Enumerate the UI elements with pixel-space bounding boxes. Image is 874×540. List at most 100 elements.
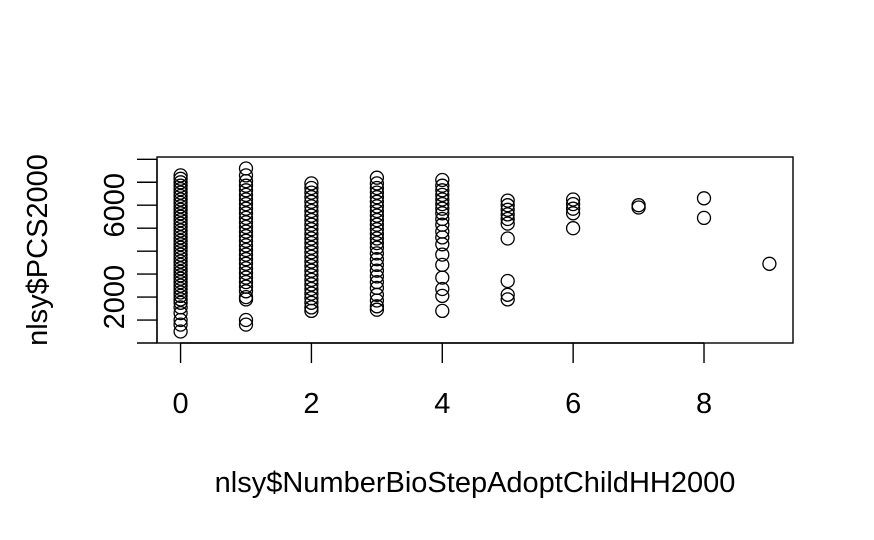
data-point — [369, 180, 385, 196]
y-axis: 2000 6000 — [99, 158, 158, 344]
data-point — [173, 185, 188, 200]
data-point — [238, 242, 254, 258]
data-point — [304, 277, 319, 292]
data-point — [173, 288, 188, 304]
data-point — [173, 199, 188, 214]
data-point — [304, 176, 319, 191]
data-point — [369, 257, 385, 273]
data-point — [238, 252, 254, 267]
data-point — [173, 257, 188, 273]
data-point — [238, 201, 254, 216]
data-point — [173, 324, 188, 339]
data-point — [565, 192, 581, 207]
data-point — [173, 206, 188, 221]
data-point — [173, 212, 188, 228]
data-point — [173, 312, 188, 328]
data-point — [435, 178, 450, 193]
data-point — [173, 192, 188, 207]
x-tick-label: 2 — [303, 388, 319, 420]
data-point — [238, 292, 254, 307]
data-point — [238, 229, 254, 244]
data-point — [173, 223, 188, 238]
data-point — [304, 240, 319, 255]
data-point — [369, 246, 385, 261]
data-point — [369, 203, 385, 219]
data-point — [238, 265, 254, 281]
data-point — [173, 292, 188, 307]
data-point — [565, 201, 581, 216]
data-point — [173, 216, 188, 231]
data-point — [369, 176, 385, 191]
data-point — [173, 264, 188, 279]
data-point — [238, 270, 254, 285]
data-point — [238, 219, 254, 235]
data-point — [435, 303, 450, 319]
data-point — [435, 288, 450, 304]
data-point — [369, 299, 385, 314]
data-point — [369, 252, 385, 267]
data-point — [173, 230, 188, 245]
data-point — [369, 235, 385, 251]
data-point — [238, 284, 254, 299]
data-point — [369, 185, 385, 200]
data-point — [173, 178, 188, 193]
data-point — [304, 258, 319, 274]
data-point — [173, 268, 188, 283]
data-point — [369, 217, 385, 232]
data-point — [369, 231, 385, 246]
data-point — [435, 257, 450, 273]
data-point — [435, 172, 450, 188]
data-point — [238, 238, 254, 253]
data-point — [500, 287, 515, 302]
data-point — [173, 247, 188, 262]
data-point — [500, 193, 515, 208]
data-point — [304, 286, 319, 301]
data-point — [304, 235, 319, 251]
data-point — [304, 199, 319, 214]
data-point — [435, 270, 450, 285]
data-point — [762, 256, 777, 271]
data-point — [369, 170, 385, 185]
data-point — [238, 233, 254, 248]
data-point — [173, 271, 188, 286]
data-point — [173, 175, 188, 190]
data-point — [565, 196, 581, 212]
data-point — [238, 183, 254, 198]
data-point — [304, 272, 319, 288]
data-point — [304, 245, 319, 260]
x-axis: 0 2 4 6 8 — [172, 342, 712, 420]
data-point — [369, 190, 385, 205]
y-tick-label: 6000 — [99, 173, 131, 238]
data-point — [304, 217, 319, 232]
data-point — [173, 281, 188, 297]
data-point — [435, 237, 450, 252]
data-point — [173, 250, 188, 266]
data-point — [173, 219, 188, 235]
data-point — [238, 178, 254, 193]
data-point — [304, 281, 319, 297]
data-point — [173, 243, 188, 259]
data-point — [173, 261, 188, 276]
data-point — [369, 269, 385, 284]
data-point — [696, 191, 712, 206]
data-point — [565, 206, 581, 221]
data-point — [238, 196, 254, 212]
data-point — [435, 183, 450, 198]
data-point — [304, 180, 319, 196]
data-point — [304, 185, 319, 200]
data-point — [500, 216, 515, 231]
data-point — [369, 287, 385, 302]
data-point — [173, 237, 188, 252]
data-point — [173, 274, 188, 290]
data-point — [173, 233, 188, 248]
data-point — [173, 195, 188, 211]
data-point — [238, 274, 254, 290]
data-point — [500, 207, 515, 222]
data-point — [435, 187, 450, 203]
data-point — [304, 231, 319, 246]
data-point — [369, 222, 385, 237]
data-point — [238, 173, 254, 189]
data-point — [173, 188, 188, 204]
data-point — [435, 196, 450, 212]
data-point — [500, 198, 515, 213]
